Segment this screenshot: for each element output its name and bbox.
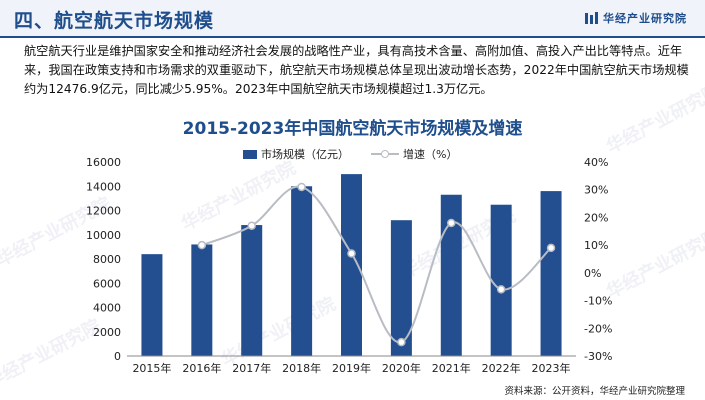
legend-line-swatch — [371, 149, 399, 159]
brand-logo-icon — [585, 11, 598, 24]
section-header: 四、航空航天市场规模 华经产业研究院 — [0, 0, 705, 38]
y-left-tick-label: 8000 — [93, 253, 121, 266]
growth-point — [397, 337, 406, 347]
growth-point — [197, 240, 207, 250]
growth-point — [496, 285, 506, 294]
legend-label-line: 增速（%） — [403, 148, 458, 161]
bar — [390, 220, 412, 356]
bar — [141, 254, 163, 356]
growth-point — [546, 243, 556, 253]
intro-paragraph: 航空航天行业是维护国家安全和推动经济社会发展的战略性产业，具有高技术含量、高附加… — [24, 44, 689, 96]
bar — [291, 186, 313, 356]
bar — [540, 191, 562, 356]
bar — [341, 174, 362, 356]
y-left-tick-label: 12000 — [86, 205, 121, 218]
bar — [490, 204, 512, 356]
y-right-tick-label: 40% — [584, 156, 608, 169]
legend-bar-swatch — [243, 149, 257, 159]
y-right-tick-label: 20% — [584, 211, 608, 224]
y-right-tick-label: 0% — [584, 267, 601, 280]
chart-legend: 市场规模（亿元） 增速（%） — [243, 146, 479, 162]
y-left-tick-label: 2000 — [93, 326, 121, 339]
growth-point — [247, 221, 256, 230]
x-tick-label: 2020年 — [382, 361, 421, 375]
y-right-tick-label: 10% — [584, 239, 608, 252]
x-tick-label: 2021年 — [432, 361, 471, 375]
bar — [440, 194, 462, 356]
section-title: 四、航空航天市场规模 — [14, 10, 215, 32]
growth-line — [201, 185, 552, 344]
y-right-tick-label: -10% — [584, 295, 612, 308]
chart-title: 2015-2023年中国航空航天市场规模及增速 — [182, 119, 523, 139]
legend-label-bar: 市场规模（亿元） — [261, 148, 349, 161]
y-left-tick-label: 0 — [114, 350, 121, 363]
x-tick-label: 2017年 — [232, 361, 271, 375]
bar — [191, 244, 213, 356]
y-right-tick-label: 30% — [584, 184, 608, 197]
y-left-tick-label: 14000 — [86, 180, 121, 193]
x-tick-label: 2022年 — [482, 361, 521, 375]
growth-point — [297, 182, 306, 192]
brand: 华经产业研究院 — [585, 10, 687, 26]
growth-point — [447, 218, 456, 228]
legend-item-bar: 市场规模（亿元） — [243, 146, 349, 162]
x-tick-label: 2016年 — [182, 361, 221, 375]
x-tick-label: 2023年 — [532, 361, 571, 375]
y-left-tick-label: 16000 — [86, 156, 121, 169]
y-left-tick-label: 6000 — [93, 277, 121, 290]
x-tick-label: 2019年 — [332, 361, 371, 375]
y-left-tick-label: 4000 — [93, 302, 121, 315]
legend-item-line: 增速（%） — [371, 146, 457, 162]
y-right-tick-label: -30% — [584, 350, 612, 363]
growth-point — [347, 249, 356, 258]
y-right-tick-label: -20% — [584, 322, 612, 335]
x-tick-label: 2018年 — [282, 361, 321, 375]
brand-name: 华经产业研究院 — [603, 12, 687, 25]
bar — [241, 225, 263, 356]
x-tick-label: 2015年 — [132, 361, 171, 375]
y-left-tick-label: 10000 — [86, 229, 121, 242]
source-note: 资料来源：公开资料，华经产业研究院整理 — [504, 386, 685, 397]
